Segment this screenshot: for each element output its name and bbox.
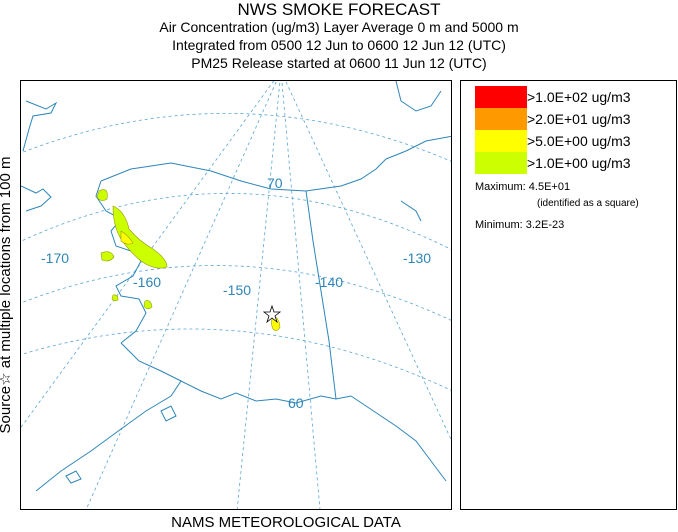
maximum-value: Maximum: 4.5E+01 [475,181,571,193]
legend-label: >5.0E+00 ug/m3 [527,133,631,149]
lon-label-m170: -170 [41,250,69,266]
siberia-coast [21,185,52,212]
release-subtitle: PM25 Release started at 0600 11 Jun 12 (… [191,55,487,71]
smoke-plume-yukon [100,251,115,262]
smoke-plume-sw [143,300,153,310]
canada-border [305,190,337,400]
coastlines [21,81,451,492]
smoke-core-west [120,230,134,245]
legend-swatch-lime [475,152,527,174]
lat-line-65 [21,265,451,321]
lat-line-60 [21,328,451,391]
meteorological-data-footer: NAMS METEOROLOGICAL DATA [171,514,401,531]
north-slope-coast [100,158,387,192]
lat-label-70: 70 [267,175,283,191]
chukotka-coast [22,100,58,152]
integration-subtitle: Integrated from 0500 12 Jun to 0600 12 J… [172,37,506,53]
smoke-plumes [96,189,281,331]
legend-item-gt-2e1: >2.0E+01 ug/m3 [475,108,631,130]
latitude-grid [21,112,451,391]
legend-swatch-yellow [475,130,527,152]
southeast-alaska-coast [350,395,447,482]
side-label-container: Source☆ at multiple locations from 100 m [0,80,15,510]
lake-outline [400,200,422,222]
legend-item-gt-5e0: >5.0E+00 ug/m3 [475,130,631,152]
map-canvas: -170 -160 -150 -140 -130 70 60 [21,81,451,509]
legend-label: >1.0E+02 ug/m3 [527,89,631,105]
smoke-plume-nw [96,189,108,201]
smoke-map[interactable]: -170 -160 -150 -140 -130 70 60 [20,80,452,510]
lon-line-m140 [281,81,321,509]
source-side-label: Source☆ at multiple locations from 100 m [0,157,14,434]
alaska-peninsula [35,342,182,492]
lon-line-m130 [285,81,451,441]
lat-line-70 [21,193,451,250]
lon-label-m150: -150 [223,282,251,298]
source-star-icon [262,304,282,324]
arctic-island [395,81,442,112]
concentration-subtitle: Air Concentration (ug/m3) Layer Average … [159,19,519,35]
kodiak-island [160,405,177,422]
mackenzie-coast [385,135,451,160]
lat-label-60: 60 [288,395,304,411]
gulf-of-alaska-coast [180,380,352,404]
legend-swatch-orange [475,108,527,130]
concentration-legend: >1.0E+02 ug/m3 >2.0E+01 ug/m3 >5.0E+00 u… [460,80,677,510]
minimum-value: Minimum: 3.2E-23 [475,219,565,231]
lon-label-m130: -130 [403,250,431,266]
legend-item-gt-1e2: >1.0E+02 ug/m3 [475,86,631,108]
lat-line-75 [21,112,451,162]
smoke-plume-small [111,294,119,302]
legend-item-gt-1e0: >1.0E+00 ug/m3 [475,152,631,174]
lon-label-m160: -160 [133,274,161,290]
aleutian-island-1 [65,470,82,484]
grid-labels: -170 -160 -150 -140 -130 70 60 [41,175,431,411]
legend-swatch-red [475,86,527,108]
forecast-title: NWS SMOKE FORECAST [237,0,441,19]
legend-label: >1.0E+00 ug/m3 [527,155,631,171]
lon-line-m160 [85,81,277,509]
maximum-note: (identified as a square) [537,198,639,209]
legend-label: >2.0E+01 ug/m3 [527,111,631,127]
yukon-delta-coast [115,260,147,344]
lon-label-m140: -140 [315,274,343,290]
